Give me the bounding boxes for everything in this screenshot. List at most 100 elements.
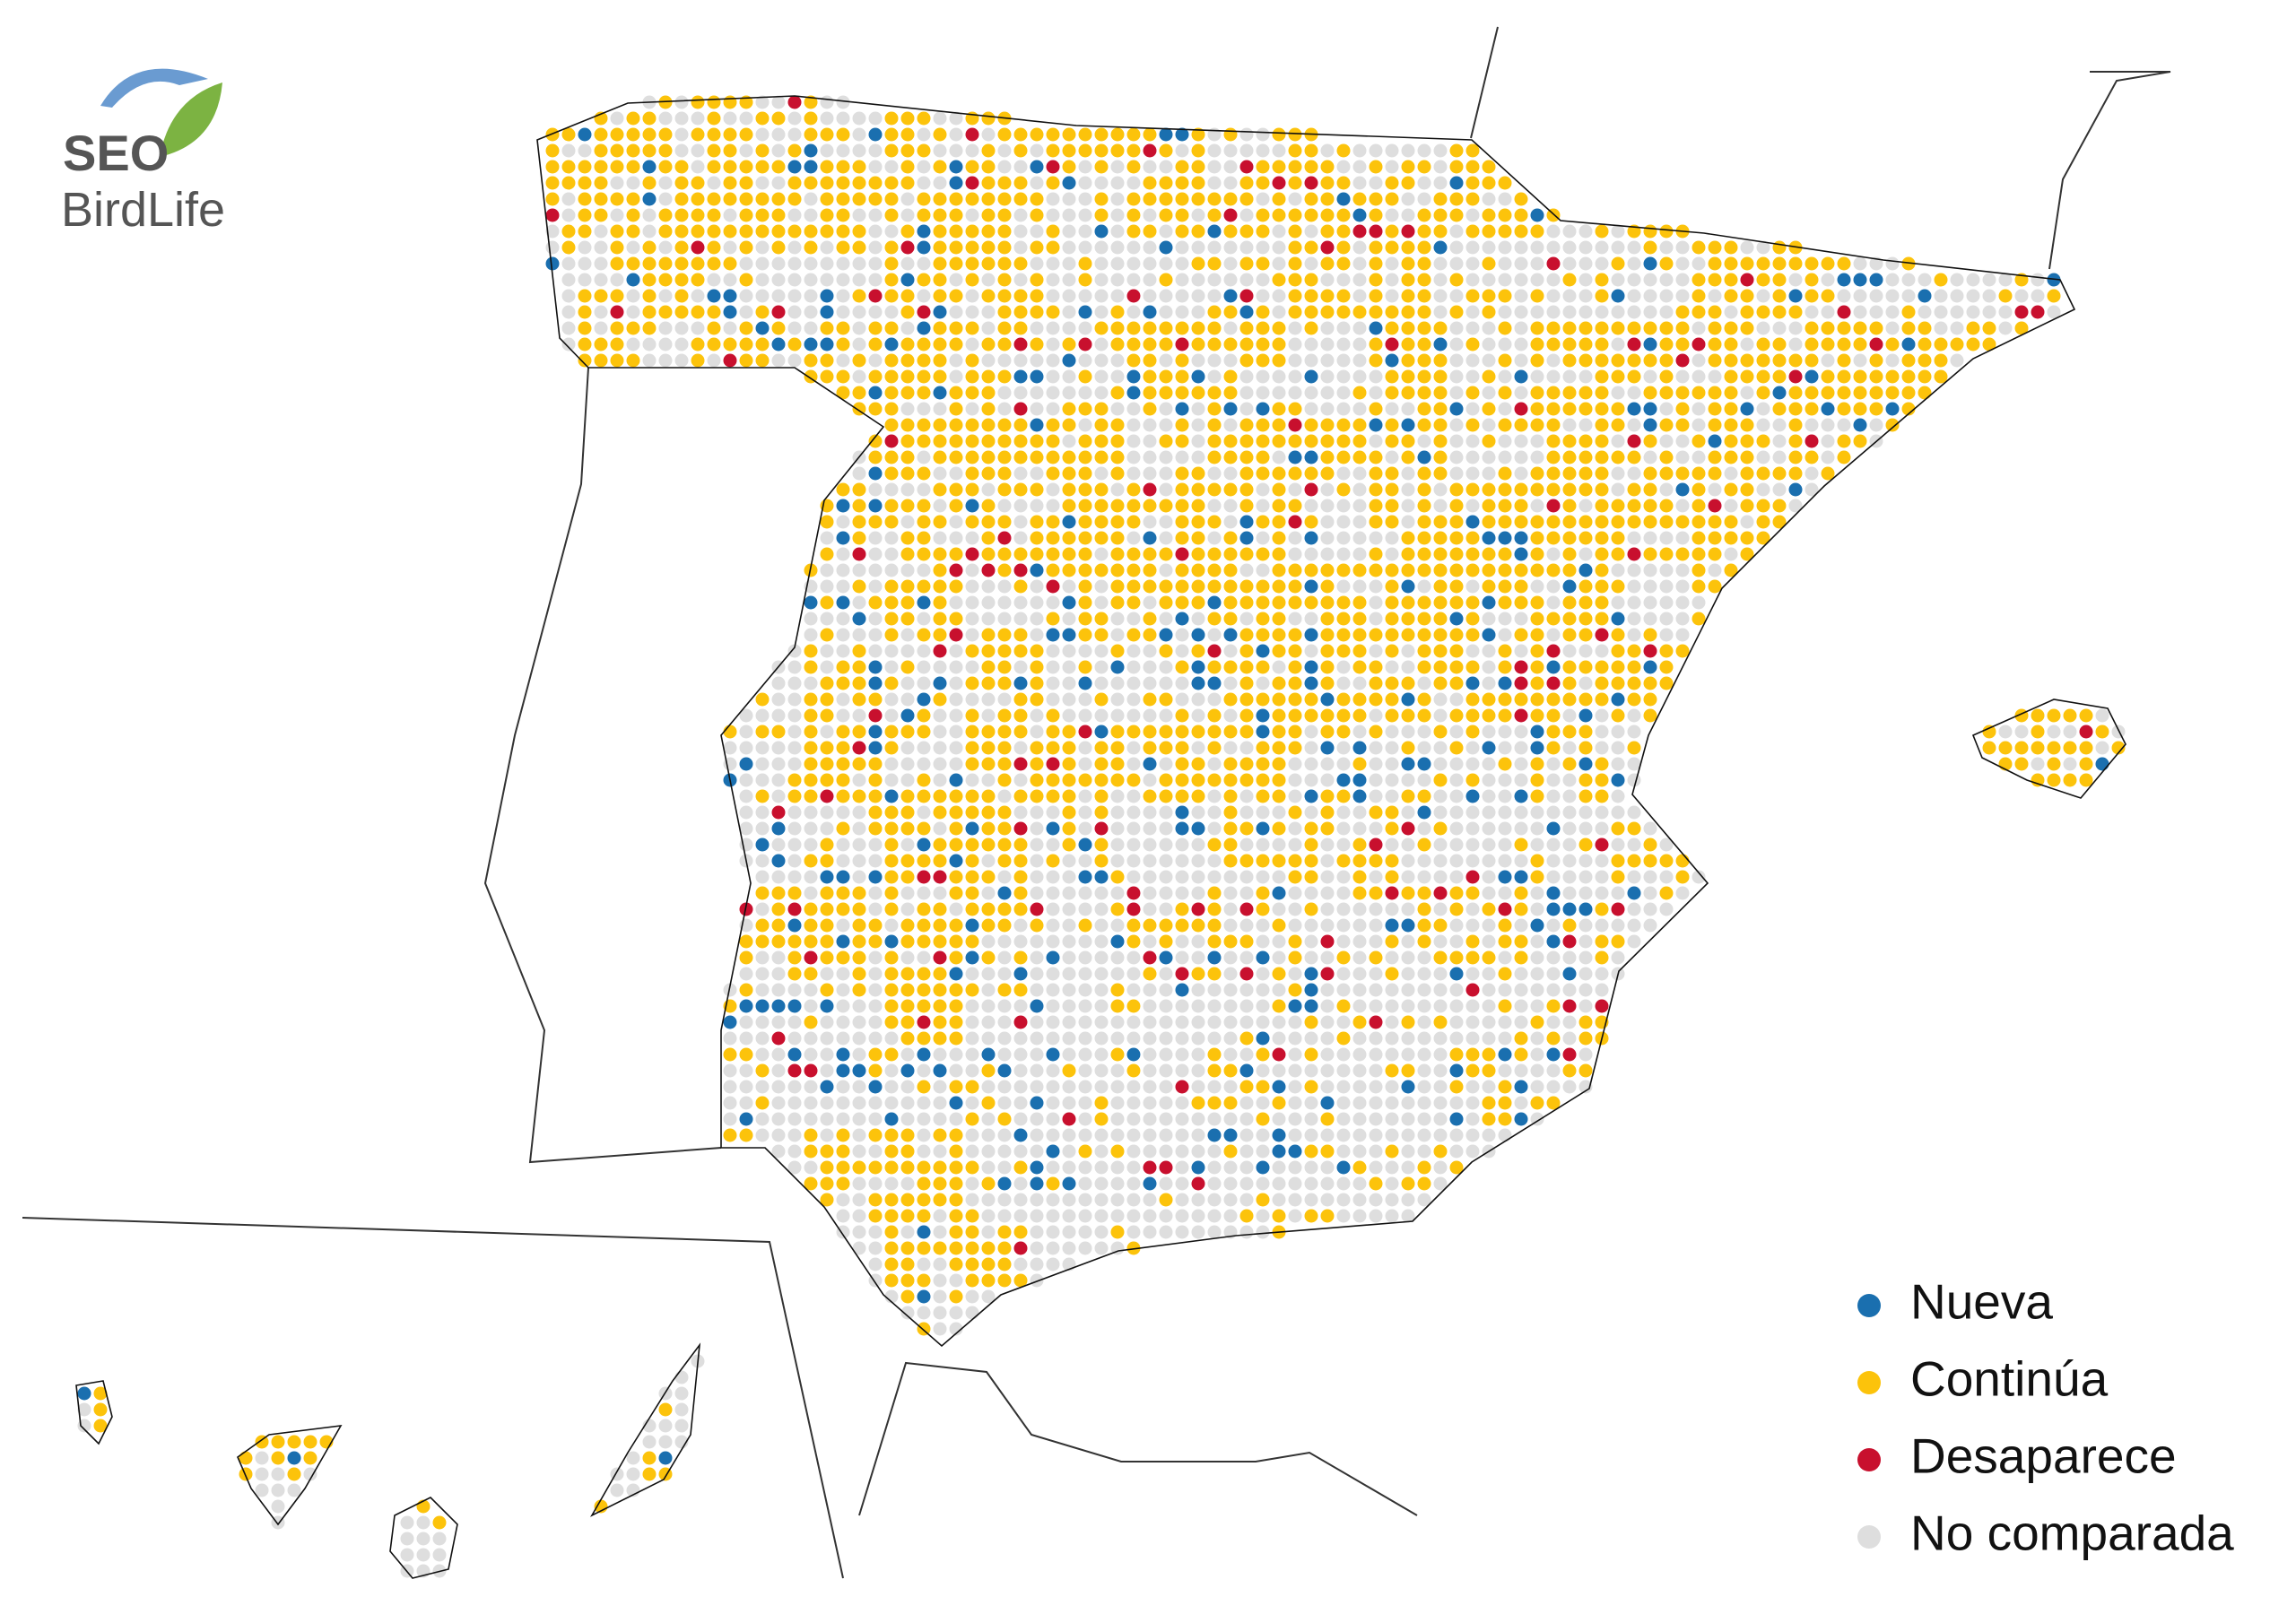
grid-cell xyxy=(868,482,883,497)
grid-cell xyxy=(1159,273,1173,287)
grid-cell xyxy=(997,531,1012,545)
grid-cell xyxy=(900,386,915,400)
grid-cell xyxy=(1498,1031,1512,1046)
grid-cell xyxy=(997,967,1012,981)
grid-cell xyxy=(1562,547,1577,561)
grid-cell xyxy=(820,773,834,787)
grid-cell xyxy=(1546,676,1561,690)
grid-cell xyxy=(820,902,834,916)
grid-cell xyxy=(852,854,866,868)
grid-cell xyxy=(755,1128,770,1142)
grid-cell xyxy=(933,1289,947,1304)
grid-cell xyxy=(561,192,576,206)
grid-cell xyxy=(900,1047,915,1062)
grid-cell xyxy=(787,821,802,836)
grid-cell xyxy=(965,499,979,513)
grid-cell xyxy=(1126,224,1141,239)
grid-cell xyxy=(1885,418,1900,432)
grid-cell xyxy=(1756,240,1770,255)
grid-cell xyxy=(1514,854,1528,868)
grid-cell xyxy=(1853,256,1867,271)
grid-cell xyxy=(1094,1112,1109,1126)
grid-cell xyxy=(852,934,866,949)
grid-cell xyxy=(1304,708,1318,723)
grid-cell xyxy=(1062,208,1076,222)
grid-cell xyxy=(1207,369,1222,384)
grid-cell xyxy=(1417,741,1431,755)
grid-cell xyxy=(1675,273,1690,287)
grid-cell xyxy=(852,305,866,319)
grid-cell xyxy=(933,870,947,884)
logo-birdlife: BirdLife xyxy=(61,183,225,237)
grid-cell xyxy=(1805,337,1819,352)
grid-cell xyxy=(1030,821,1044,836)
grid-cell xyxy=(884,934,899,949)
grid-cell xyxy=(836,595,850,610)
grid-cell xyxy=(820,983,834,997)
grid-cell xyxy=(836,337,850,352)
grid-cell xyxy=(1385,725,1399,739)
grid-cell xyxy=(1433,595,1448,610)
grid-cell xyxy=(1062,563,1076,577)
grid-cell xyxy=(836,273,850,287)
grid-cell xyxy=(1530,644,1544,658)
grid-cell xyxy=(917,499,931,513)
grid-cell xyxy=(1256,708,1270,723)
grid-cell xyxy=(1465,1015,1480,1029)
grid-cell xyxy=(917,111,931,126)
grid-cell xyxy=(658,337,673,352)
grid-cell xyxy=(1530,337,1544,352)
grid-cell xyxy=(1659,499,1674,513)
grid-cell xyxy=(1110,1176,1125,1191)
grid-cell xyxy=(1352,821,1367,836)
grid-cell xyxy=(900,595,915,610)
grid-cell xyxy=(1126,547,1141,561)
grid-cell xyxy=(1740,499,1754,513)
grid-cell xyxy=(1256,176,1270,190)
grid-cell xyxy=(1046,224,1060,239)
grid-cell xyxy=(1578,644,1593,658)
grid-cell xyxy=(1611,725,1625,739)
grid-cell xyxy=(1207,902,1222,916)
grid-cell xyxy=(1336,983,1351,997)
grid-cell xyxy=(997,805,1012,820)
grid-cell xyxy=(1094,870,1109,884)
grid-cell xyxy=(965,1225,979,1239)
grid-cell xyxy=(1514,240,1528,255)
grid-cell xyxy=(1272,741,1286,755)
grid-cell xyxy=(884,1015,899,1029)
grid-cell xyxy=(1643,353,1657,368)
grid-cell xyxy=(1256,160,1270,174)
grid-cell xyxy=(1772,353,1787,368)
grid-cell xyxy=(949,1257,963,1271)
grid-cell xyxy=(836,805,850,820)
grid-cell xyxy=(739,983,753,997)
grid-cell xyxy=(1578,692,1593,707)
grid-cell xyxy=(1417,305,1431,319)
grid-cell xyxy=(917,757,931,771)
grid-cell xyxy=(997,999,1012,1013)
grid-cell xyxy=(1110,1015,1125,1029)
grid-cell xyxy=(1207,628,1222,642)
grid-cell xyxy=(674,1402,689,1417)
grid-cell xyxy=(1320,224,1335,239)
grid-cell xyxy=(771,999,786,1013)
grid-cell xyxy=(1272,386,1286,400)
grid-cell xyxy=(1030,838,1044,852)
grid-cell xyxy=(900,353,915,368)
grid-cell xyxy=(1110,934,1125,949)
grid-cell xyxy=(852,595,866,610)
grid-cell xyxy=(1369,870,1383,884)
grid-cell xyxy=(1223,1096,1238,1110)
grid-cell xyxy=(1239,773,1254,787)
grid-cell xyxy=(1159,337,1173,352)
grid-cell xyxy=(1078,902,1092,916)
grid-cell xyxy=(739,1080,753,1094)
grid-cell xyxy=(1643,418,1657,432)
grid-cell xyxy=(594,192,608,206)
grid-cell xyxy=(1272,547,1286,561)
grid-cell xyxy=(691,224,705,239)
grid-cell xyxy=(1788,305,1803,319)
grid-cell xyxy=(1078,192,1092,206)
grid-cell xyxy=(739,127,753,142)
